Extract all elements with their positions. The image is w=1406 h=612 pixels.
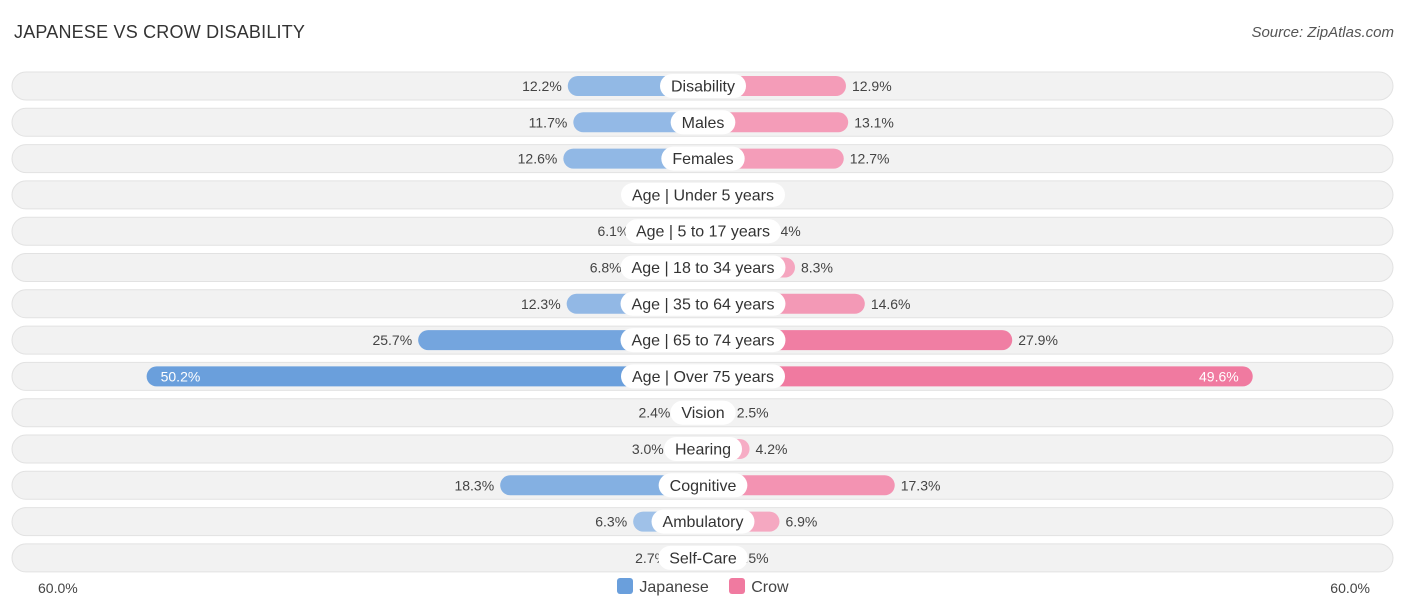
value-label-japanese: 12.3% bbox=[521, 296, 561, 312]
category-label: Age | 35 to 64 years bbox=[632, 296, 775, 313]
category-pill bbox=[621, 364, 785, 389]
value-label-japanese: 18.3% bbox=[454, 477, 494, 493]
category-label: Age | Over 75 years bbox=[632, 369, 774, 386]
bar-japanese bbox=[146, 366, 703, 387]
value-label-japanese: 3.0% bbox=[632, 441, 664, 457]
value-label-crow: 4.2% bbox=[756, 441, 788, 457]
value-label-japanese: 25.7% bbox=[372, 332, 412, 348]
category-pill bbox=[658, 545, 748, 570]
category-pill bbox=[663, 437, 743, 461]
category-label: Hearing bbox=[675, 442, 731, 459]
legend-item-japanese[interactable]: Japanese bbox=[617, 578, 709, 597]
bar-japanese bbox=[500, 475, 703, 496]
axis-right-label: 60.0% bbox=[1330, 580, 1370, 596]
category-label: Age | 65 to 74 years bbox=[632, 333, 775, 350]
axis-left-label: 60.0% bbox=[38, 580, 78, 596]
category-label: Disability bbox=[671, 79, 735, 96]
category-pill bbox=[670, 400, 736, 425]
category-pill bbox=[651, 509, 755, 534]
source-label: Source: ZipAtlas.com bbox=[1251, 24, 1394, 41]
bar-crow bbox=[703, 475, 895, 496]
value-label-japanese: 50.2% bbox=[161, 368, 201, 384]
value-label-crow: 27.9% bbox=[1018, 332, 1058, 348]
value-label-crow: 13.1% bbox=[854, 114, 894, 130]
category-pill bbox=[658, 473, 748, 498]
legend-label-japanese: Japanese bbox=[639, 579, 709, 596]
category-label: Age | Under 5 years bbox=[632, 187, 774, 204]
value-label-japanese: 11.7% bbox=[529, 114, 568, 130]
category-label: Cognitive bbox=[670, 478, 737, 495]
category-label: Vision bbox=[681, 405, 724, 422]
category-pill bbox=[659, 74, 747, 98]
legend-swatch-japanese bbox=[617, 578, 634, 594]
value-label-crow: 2.5% bbox=[737, 405, 769, 421]
value-label-crow: 12.7% bbox=[850, 151, 890, 167]
category-pill bbox=[620, 291, 786, 316]
value-label-japanese: 6.1% bbox=[597, 223, 629, 239]
category-label: Males bbox=[682, 115, 725, 132]
category-label: Self-Care bbox=[669, 550, 737, 567]
value-label-crow: 14.6% bbox=[871, 296, 911, 312]
category-label: Females bbox=[672, 151, 733, 168]
value-label-japanese: 6.3% bbox=[595, 514, 627, 530]
value-label-japanese: 2.4% bbox=[638, 405, 670, 421]
legend-item-crow[interactable]: Crow bbox=[729, 578, 789, 597]
value-label-crow: 17.3% bbox=[901, 477, 941, 493]
category-pill bbox=[620, 255, 786, 280]
value-label-japanese: 6.8% bbox=[590, 260, 622, 276]
legend: Japanese Crow bbox=[0, 578, 1406, 597]
value-label-japanese: 12.2% bbox=[522, 78, 562, 94]
value-label-crow: 6.9% bbox=[785, 514, 817, 530]
bar-crow bbox=[703, 366, 1253, 387]
bar-japanese bbox=[573, 112, 703, 133]
category-label: Age | 5 to 17 years bbox=[636, 224, 770, 241]
category-pill bbox=[620, 182, 786, 207]
value-label-crow: 49.6% bbox=[1199, 368, 1239, 384]
legend-label-crow: Crow bbox=[751, 579, 789, 596]
category-pill bbox=[624, 219, 782, 244]
category-pill bbox=[620, 328, 786, 353]
legend-swatch-crow bbox=[729, 578, 746, 594]
chart-title: JAPANESE VS CROW DISABILITY bbox=[14, 22, 306, 42]
value-label-crow: 8.3% bbox=[801, 260, 833, 276]
category-label: Ambulatory bbox=[663, 514, 744, 531]
bar-crow bbox=[703, 112, 849, 133]
value-label-japanese: 12.6% bbox=[518, 151, 558, 167]
category-pill bbox=[670, 110, 736, 135]
value-label-crow: 12.9% bbox=[852, 78, 892, 94]
category-label: Age | 18 to 34 years bbox=[632, 260, 775, 277]
category-pill bbox=[661, 146, 745, 171]
